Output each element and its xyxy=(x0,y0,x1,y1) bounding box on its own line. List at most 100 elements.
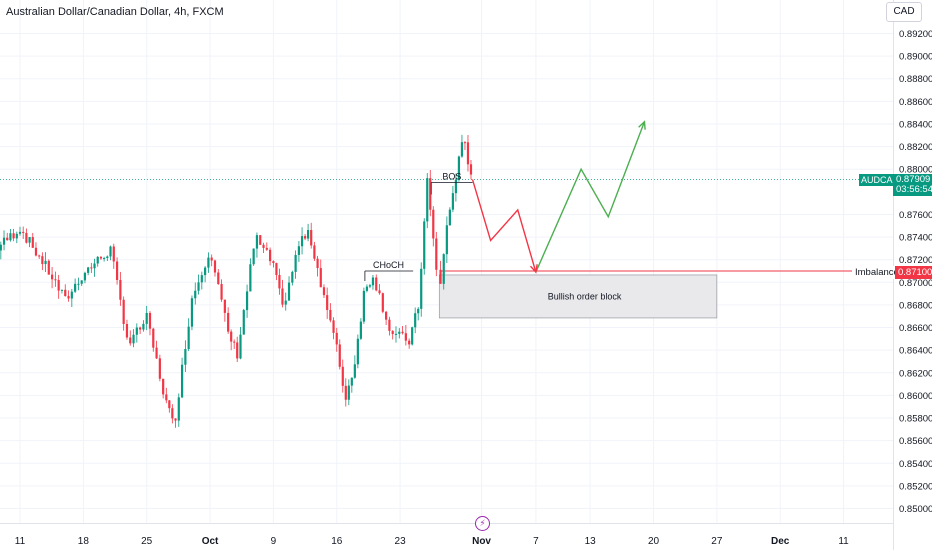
candle-body xyxy=(74,283,77,292)
candle-body xyxy=(300,236,304,247)
currency-button[interactable]: CAD xyxy=(886,2,922,22)
candle-body xyxy=(9,233,12,241)
imbalance-label: Imbalance xyxy=(853,266,901,279)
candle-body xyxy=(0,244,2,251)
candle-body xyxy=(145,312,148,324)
candle-body xyxy=(64,289,67,297)
candle-body xyxy=(135,327,138,335)
candle-body xyxy=(142,323,145,330)
candle-body xyxy=(230,331,233,342)
candle-body xyxy=(429,178,432,210)
price-tick-label: 0.88400 xyxy=(899,119,932,130)
candle-body xyxy=(259,235,262,245)
candle-body xyxy=(162,378,165,395)
candle-body xyxy=(187,326,190,350)
time-tick-label: 16 xyxy=(331,536,343,547)
candle-body xyxy=(34,247,38,256)
order-block-label: Bullish order block xyxy=(548,291,622,301)
time-axis: 11 18 25 Oct 9 16 23 Nov 7 13 20 27 Dec 11 xyxy=(15,536,849,547)
candle-body xyxy=(60,289,64,291)
candle-body xyxy=(344,385,347,400)
time-tick-label: 13 xyxy=(585,536,597,547)
candle-body xyxy=(177,397,180,421)
candle-body xyxy=(423,221,426,269)
candle-body xyxy=(204,267,207,276)
candle-body xyxy=(350,377,353,386)
bearish-arrowhead xyxy=(529,264,538,274)
candle-body xyxy=(338,344,341,367)
price-tick-label: 0.85400 xyxy=(899,459,932,470)
price-tick-label: 0.89200 xyxy=(899,29,932,40)
candle-body xyxy=(223,299,226,313)
bullish-arrowhead xyxy=(638,120,646,130)
candle-body xyxy=(93,263,96,269)
candle-body xyxy=(190,298,194,327)
candle-body xyxy=(168,400,171,409)
candle-body xyxy=(148,312,152,329)
projection-layer xyxy=(471,120,646,274)
price-tick-label: 0.85000 xyxy=(899,504,932,515)
candle-body xyxy=(371,277,375,286)
annotations-layer: CHoCH BOS xyxy=(364,172,473,281)
candle-body xyxy=(25,232,28,243)
candle-body xyxy=(119,279,122,300)
candle-body xyxy=(265,247,268,250)
price-tick-label: 0.87600 xyxy=(899,210,932,221)
candle-body xyxy=(326,295,329,310)
candle-body xyxy=(451,193,454,210)
candle-body xyxy=(213,260,217,273)
time-tick-label: Nov xyxy=(472,536,491,547)
candle-body xyxy=(184,349,187,365)
time-axis-divider xyxy=(0,523,893,524)
time-tick-label: 11 xyxy=(838,536,849,547)
bullish-projection xyxy=(535,121,646,273)
candle-body xyxy=(404,333,407,341)
candle-body xyxy=(139,327,142,330)
candle-body xyxy=(252,248,255,265)
candle-body xyxy=(401,331,404,334)
candle-body xyxy=(457,156,461,180)
candle-body xyxy=(129,337,132,344)
imbalance-price-tag: 0.87100 xyxy=(895,266,932,279)
price-tick-label: 0.87200 xyxy=(899,255,932,266)
candle-body xyxy=(294,254,297,272)
candle-body xyxy=(332,320,335,333)
candle-body xyxy=(272,261,275,264)
candle-body xyxy=(2,237,6,245)
candle-body xyxy=(329,309,332,321)
price-tick-label: 0.85800 xyxy=(899,414,932,425)
candle-body xyxy=(132,334,135,344)
order-block-rect xyxy=(438,274,718,319)
candle-body xyxy=(87,267,90,273)
price-axis: 0.89200 0.89000 0.88800 0.88600 0.88400 0.882… xyxy=(899,29,932,515)
candle-body xyxy=(378,290,381,294)
flash-event-icon[interactable]: ⚡ xyxy=(475,516,490,531)
candle-body xyxy=(155,347,158,359)
time-tick-label: 9 xyxy=(271,536,277,547)
candle-body xyxy=(341,366,344,386)
candle-body xyxy=(303,236,307,239)
candle-body xyxy=(319,268,322,288)
candle-body xyxy=(439,269,442,284)
candle-body xyxy=(112,246,115,262)
candle-body xyxy=(31,237,34,248)
candle-body xyxy=(96,256,99,264)
candle-body xyxy=(122,299,125,324)
symbol-title: Australian Dollar/Canadian Dollar, 4h, F… xyxy=(6,6,224,18)
candle-body xyxy=(57,280,60,291)
candle-body xyxy=(80,280,83,284)
candle-body xyxy=(408,340,411,345)
candle-body xyxy=(28,237,31,243)
price-tick-label: 0.87000 xyxy=(899,278,932,289)
candle-body xyxy=(249,264,252,292)
candle-body xyxy=(385,311,388,320)
candle-body xyxy=(278,274,281,289)
candle-body xyxy=(227,312,230,332)
candle-body xyxy=(99,256,103,259)
candle-body xyxy=(38,255,41,257)
candle-body xyxy=(316,258,319,269)
candle-body xyxy=(200,275,203,283)
price-tick-label: 0.86600 xyxy=(899,323,932,334)
candle-body xyxy=(15,233,18,239)
